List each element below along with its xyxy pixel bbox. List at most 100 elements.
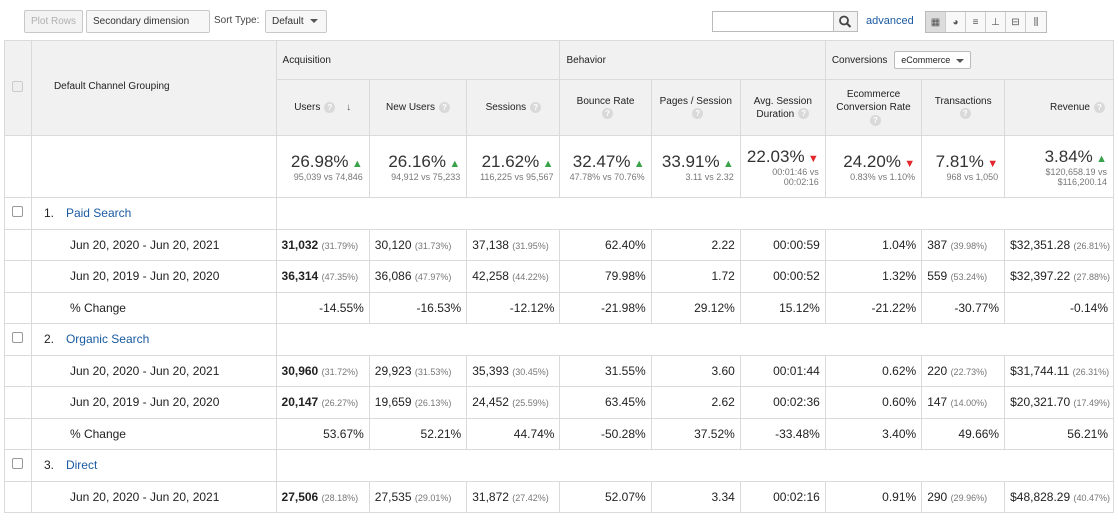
row-checkbox[interactable]	[12, 206, 24, 218]
col-revenue-label: Revenue	[1049, 102, 1090, 113]
cell-share: (44.22%)	[512, 272, 549, 283]
cell-share: (39.98%)	[950, 240, 988, 251]
change-users: 53.67%	[275, 417, 370, 450]
cell-value: 0.91%	[882, 489, 917, 504]
pivot-view-icon[interactable]: ⫼	[1026, 12, 1046, 32]
secondary-dimension-dropdown[interactable]: Secondary dimension	[86, 10, 210, 45]
help-icon[interactable]: ?	[959, 108, 971, 120]
cell-revenue: $48,828.29 (40.47%)	[1004, 480, 1114, 513]
cell-share: (31.73%)	[414, 240, 452, 251]
help-icon[interactable]: ?	[530, 101, 542, 113]
cell-value: 3.34	[711, 489, 735, 504]
cell-share: (31.53%)	[414, 366, 452, 377]
cell-share: (31.79%)	[321, 240, 359, 251]
cell-share: (17.49%)	[1073, 398, 1111, 409]
conversions-goal-dropdown[interactable]: eCommerce	[894, 51, 972, 69]
trend-down-icon: ▼	[807, 152, 819, 165]
sort-type-dropdown[interactable]: Default	[265, 10, 327, 33]
help-icon[interactable]: ?	[602, 108, 614, 120]
help-icon[interactable]: ?	[324, 101, 336, 113]
row-checkbox-cell	[4, 323, 32, 356]
cell-value: 30,960	[281, 363, 319, 378]
col-transactions[interactable]: Transactions?	[921, 79, 1006, 136]
term-cloud-view-icon[interactable]: ⊟	[1006, 12, 1026, 32]
cell-users: 27,506 (28.18%)	[275, 480, 370, 513]
row-spacer	[4, 386, 32, 419]
col-sessions[interactable]: Sessions?	[466, 79, 561, 136]
col-sessions-label: Sessions	[485, 102, 527, 113]
change-bounce-rate: -21.98%	[559, 291, 652, 324]
cell-conv-rate: 0.91%	[824, 480, 923, 513]
channel-row: 3. Direct	[4, 449, 1115, 482]
select-all-checkbox[interactable]	[12, 81, 24, 92]
table-row: Jun 20, 2020 - Jun 20, 2021 30,960 (31.72…	[4, 354, 1114, 387]
col-new-users[interactable]: New Users?	[368, 79, 468, 136]
change-new-users: -16.53%	[368, 291, 468, 324]
cell-value: 147	[927, 395, 948, 410]
summary-bounce-rate: 32.47% ▲ 47.78% vs 70.76%	[559, 135, 652, 198]
help-icon[interactable]: ?	[1094, 101, 1105, 113]
cell-value: 00:02:36	[773, 395, 820, 410]
col-users-label: Users	[294, 102, 321, 113]
cell-value: 29,923	[374, 363, 412, 378]
cell-conv-rate: 0.60%	[824, 386, 923, 419]
change-conv-rate: 3.40%	[824, 417, 923, 450]
col-pages-session[interactable]: Pages / Session?	[650, 79, 741, 136]
col-revenue[interactable]: Revenue?	[1004, 79, 1114, 136]
comparison-view-icon[interactable]: ⊥	[986, 12, 1006, 32]
help-icon[interactable]: ?	[798, 108, 810, 120]
row-checkbox[interactable]	[12, 458, 24, 470]
cell-pages-session: 1.72	[650, 260, 741, 293]
cell-share: (27.42%)	[512, 492, 549, 503]
sort-arrow-down-icon: ↓	[346, 102, 352, 113]
advanced-link[interactable]: advanced	[866, 15, 914, 27]
channel-name-cell: 1. Paid Search	[30, 197, 277, 230]
change-conv-rate: -21.22%	[824, 291, 923, 324]
cell-value: 00:00:59	[773, 237, 820, 252]
cell-value: 00:01:44	[773, 363, 820, 378]
cell-bounce-rate: 79.98%	[559, 260, 652, 293]
cell-value: 290	[927, 489, 948, 504]
cell-share: (26.81%)	[1073, 240, 1111, 251]
cell-share: (40.47%)	[1073, 492, 1111, 503]
search-input[interactable]	[712, 11, 834, 32]
cell-value: 52.07%	[604, 489, 646, 504]
search-button[interactable]	[833, 11, 858, 32]
pie-view-icon[interactable]: ◕	[946, 12, 966, 32]
summary-avg-duration: 22.03% ▼ 00:01:46 vs 00:02:16	[739, 135, 826, 198]
channel-row-spacer	[369, 323, 1115, 356]
cell-value: 42,258	[472, 269, 509, 284]
cell-bounce-rate: 52.07%	[559, 480, 652, 513]
performance-view-icon[interactable]: ≡	[966, 12, 986, 32]
help-icon[interactable]: ?	[438, 101, 450, 113]
col-ecommerce-conversion-rate[interactable]: Ecommerce Conversion Rate?	[824, 79, 923, 136]
col-users[interactable]: Users? ↓	[275, 79, 370, 136]
channel-link[interactable]: Paid Search	[65, 206, 132, 221]
channel-link[interactable]: Organic Search	[65, 332, 150, 347]
col-bounce-rate[interactable]: Bounce Rate?	[559, 79, 652, 136]
col-avg-session-duration[interactable]: Avg. Session Duration?	[739, 79, 826, 136]
cell-bounce-rate: 63.45%	[559, 386, 652, 419]
change-revenue: 56.21%	[1004, 417, 1114, 450]
summary-new-users: 26.16% ▲ 94,912 vs 75,233	[368, 135, 468, 198]
change-revenue: -0.14%	[1004, 291, 1114, 324]
change-transactions: -30.77%	[921, 291, 1006, 324]
trend-down-icon: ▼	[904, 157, 916, 170]
cell-value: 31,032	[281, 237, 319, 252]
cell-value: 00:02:16	[773, 489, 820, 504]
trend-up-icon: ▲	[351, 157, 363, 170]
dimension-header[interactable]: Default Channel Grouping	[30, 40, 277, 136]
cell-transactions: 147 (14.00%)	[921, 386, 1006, 419]
trend-up-icon: ▲	[1096, 152, 1107, 165]
summary-dimension-cell	[30, 135, 277, 198]
cell-bounce-rate: 31.55%	[559, 354, 652, 387]
cell-value: $20,321.70	[1010, 395, 1071, 410]
help-icon[interactable]: ?	[692, 108, 704, 120]
channel-link[interactable]: Direct	[65, 458, 98, 473]
help-icon[interactable]: ?	[870, 114, 881, 126]
channel-row-spacer	[275, 323, 370, 356]
channel-row-spacer	[275, 449, 370, 482]
plot-rows-button[interactable]: Plot Rows	[24, 10, 84, 33]
row-checkbox[interactable]	[12, 332, 24, 344]
table-view-icon[interactable]: ▦	[926, 12, 946, 32]
